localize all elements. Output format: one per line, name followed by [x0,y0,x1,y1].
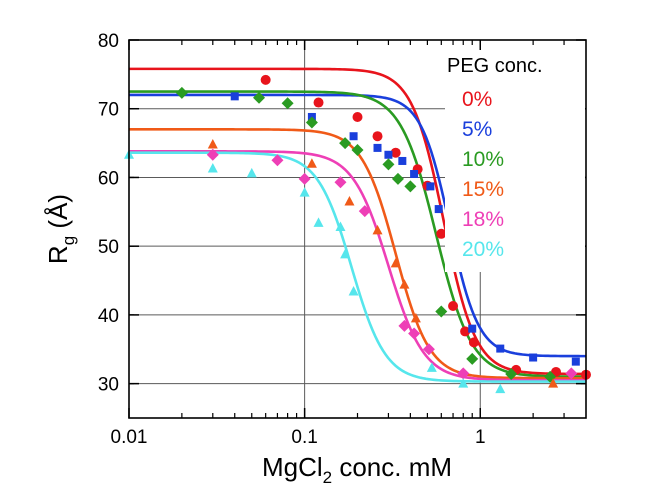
data-point-18pct [358,205,371,218]
data-point-5pct [496,344,505,353]
data-point-5pct [529,353,538,362]
data-point-0pct [352,111,363,122]
data-point-10pct [404,180,417,193]
axis-ticks [128,39,586,418]
y-tick-label: 80 [98,31,119,52]
data-point-5pct [384,150,393,159]
legend-entry-0pct: 0% [462,88,492,111]
fit-curve-0pct [129,67,586,376]
data-point-15pct [410,312,421,323]
data-point-0pct [436,228,447,239]
series-points-20pct [124,149,506,394]
x-axis-title: MgCl2 conc. mM [262,452,452,487]
data-point-20pct [299,187,310,197]
data-point-20pct [458,378,469,388]
data-point-18pct [271,154,284,167]
fit-curve-18pct [129,150,586,382]
data-point-10pct [339,137,352,150]
data-point-18pct [565,367,578,380]
legend-entry-20pct: 20% [462,238,504,261]
data-point-15pct [372,224,383,235]
data-point-10pct [281,97,294,110]
series-points-10pct [175,86,557,383]
data-point-5pct [426,182,435,191]
data-point-18pct [398,319,411,332]
data-point-10pct [466,352,479,365]
data-point-0pct [313,97,324,108]
data-point-10pct [351,143,364,156]
x-tick-label: 1 [475,427,486,448]
data-point-10pct [305,116,318,129]
data-point-20pct [207,163,218,173]
data-point-15pct [390,257,401,268]
data-point-5pct [373,143,382,152]
data-point-5pct [410,170,419,179]
y-tick-label: 40 [98,306,119,327]
data-point-18pct [457,367,470,380]
data-point-0pct [460,326,471,337]
data-point-20pct [495,383,506,394]
series-points-18pct [206,148,578,380]
data-point-10pct [175,86,188,99]
legend: PEG conc. 0% 5% 10% 15% 18% 20% [445,50,585,272]
legend-entry-18pct: 18% [462,208,504,231]
data-point-15pct [306,158,317,168]
data-point-20pct [313,217,324,227]
data-point-15pct [207,138,218,149]
data-points [124,74,591,394]
data-point-18pct [408,327,421,340]
data-point-0pct [390,147,401,158]
data-point-5pct [434,205,443,214]
data-point-18pct [334,176,347,189]
data-point-5pct [571,357,580,366]
data-point-15pct [399,279,410,289]
data-point-20pct [340,248,351,259]
legend-entry-15pct: 15% [462,178,504,201]
data-point-10pct [382,158,395,171]
data-point-18pct [422,343,435,356]
legend-entry-5pct: 5% [462,118,492,141]
data-point-5pct [349,132,358,141]
data-point-20pct [246,167,257,178]
data-point-15pct [344,196,355,206]
data-point-20pct [348,286,359,296]
data-point-10pct [505,368,518,381]
y-axis-title: Rg (Å) [43,194,78,264]
data-point-5pct [398,156,407,165]
y-tick-label: 50 [98,237,119,258]
data-point-20pct [335,221,346,231]
x-tick-label: 0.01 [111,427,148,448]
y-tick-label: 70 [98,100,119,121]
data-point-20pct [426,362,437,372]
data-point-15pct [548,378,559,388]
legend-background [445,50,585,272]
tick-labels: 30 40 50 60 70 80 0.01 0.1 1 [98,31,486,448]
legend-title: PEG conc. [447,55,543,77]
data-point-18pct [206,148,219,161]
data-point-5pct [468,324,477,333]
x-tick-label: 0.1 [291,427,317,448]
fit-curve-20pct [129,151,586,383]
data-point-5pct [230,92,239,101]
data-point-18pct [298,172,311,185]
series-points-15pct [207,138,559,388]
legend-entry-10pct: 10% [462,148,504,171]
data-point-10pct [391,172,404,185]
data-point-0pct [260,74,271,85]
y-tick-label: 30 [98,375,119,396]
data-point-0pct [468,337,479,348]
data-point-10pct [435,305,448,318]
data-point-0pct [448,300,459,311]
data-point-10pct [253,91,266,104]
y-tick-label: 60 [98,168,119,189]
data-point-0pct [372,131,383,142]
